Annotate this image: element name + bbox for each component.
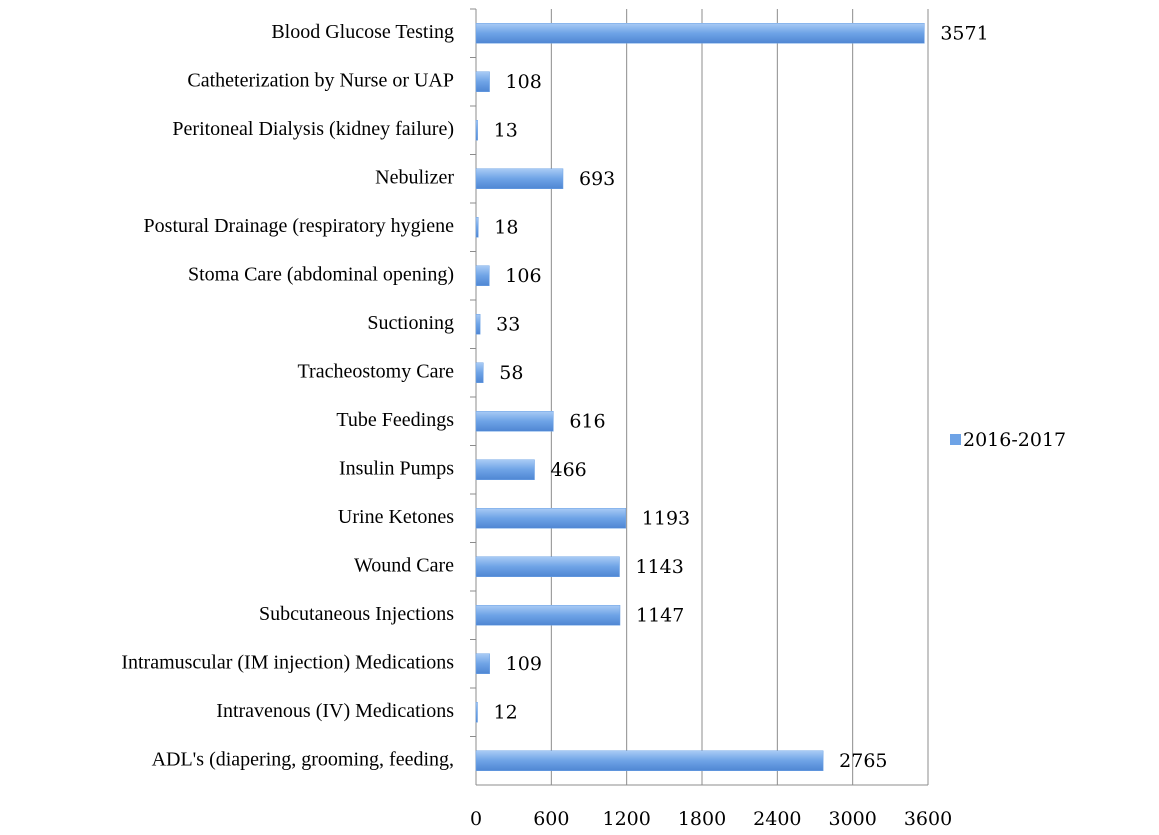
bar <box>475 750 824 771</box>
data-label: 1193 <box>642 507 690 529</box>
bar <box>475 217 479 238</box>
bar <box>475 120 478 141</box>
legend-swatch <box>950 434 961 445</box>
bar <box>475 411 554 432</box>
y-tick-label: ADL's (diapering, grooming, feeding, <box>152 748 454 770</box>
data-label: 13 <box>494 119 518 141</box>
data-label: 693 <box>579 168 615 190</box>
data-label: 18 <box>494 216 518 238</box>
bar <box>475 459 535 480</box>
bar <box>475 265 490 286</box>
x-tick-label: 0 <box>470 808 482 830</box>
y-tick-label: Stoma Care (abdominal opening) <box>188 263 454 285</box>
y-tick-label: Intravenous (IV) Medications <box>216 700 454 722</box>
data-label: 1143 <box>636 556 684 578</box>
data-label: 108 <box>506 71 542 93</box>
bar <box>475 653 490 674</box>
bar <box>475 556 620 577</box>
y-tick-label: Wound Care <box>354 554 454 576</box>
y-tick-label: Blood Glucose Testing <box>271 21 454 43</box>
bar <box>475 168 564 189</box>
legend-label: 2016-2017 <box>963 429 1066 451</box>
y-tick-label: Suctioning <box>367 312 454 334</box>
x-tick-label: 2400 <box>753 808 801 830</box>
data-label: 106 <box>505 265 541 287</box>
y-tick-label: Urine Ketones <box>338 506 454 528</box>
bar <box>475 702 478 723</box>
x-tick-label: 3000 <box>828 808 876 830</box>
x-tick-label: 600 <box>533 808 569 830</box>
y-tick-label: Nebulizer <box>375 166 454 188</box>
y-tick-label: Catheterization by Nurse or UAP <box>187 69 454 91</box>
data-label: 2765 <box>839 750 887 772</box>
data-label: 58 <box>499 362 523 384</box>
data-label: 616 <box>569 410 605 432</box>
y-tick-label: Peritoneal Dialysis (kidney failure) <box>172 118 454 140</box>
x-tick-label: 1800 <box>678 808 726 830</box>
data-label: 1147 <box>636 604 684 626</box>
bar <box>475 314 481 335</box>
y-tick-label: Insulin Pumps <box>339 457 454 479</box>
bar <box>475 71 490 92</box>
y-tick-label: Tracheostomy Care <box>298 360 455 382</box>
bar <box>475 23 925 44</box>
data-label: 33 <box>496 313 520 335</box>
y-tick-label: Intramuscular (IM injection) Medications <box>121 651 454 673</box>
y-tick-label: Postural Drainage (respiratory hygiene <box>144 215 455 237</box>
data-label: 3571 <box>940 22 988 44</box>
bar <box>475 362 484 383</box>
bar <box>475 605 621 626</box>
x-tick-label: 3600 <box>904 808 952 830</box>
y-tick-label: Tube Feedings <box>336 409 454 431</box>
data-label: 466 <box>551 459 587 481</box>
data-label: 109 <box>506 653 542 675</box>
data-label: 12 <box>494 701 518 723</box>
y-tick-label: Subcutaneous Injections <box>259 603 454 625</box>
bar <box>475 508 627 529</box>
x-tick-label: 1200 <box>602 808 650 830</box>
